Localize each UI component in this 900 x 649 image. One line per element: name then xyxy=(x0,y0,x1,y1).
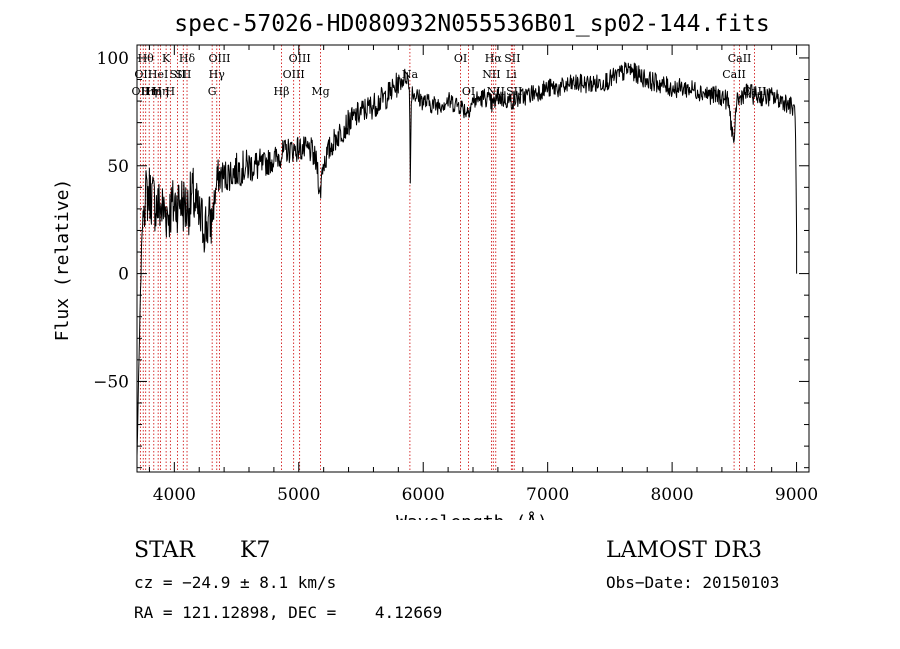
spectral-line-label: HeI xyxy=(148,68,168,81)
x-tick-label: 5000 xyxy=(277,485,320,505)
x-tick-label: 7000 xyxy=(526,485,569,505)
spectral-line-label: Hα xyxy=(485,52,503,65)
spectral-line-label: G xyxy=(208,85,217,98)
x-tick-labels: 4000 5000 6000 7000 8000 9000 xyxy=(153,485,818,505)
x-tick-label: 9000 xyxy=(775,485,818,505)
spectral-line-label: OIII xyxy=(289,52,311,65)
object-class: STAR xyxy=(134,538,195,563)
y-tick-labels: 100 50 0 −50 xyxy=(93,49,129,392)
plot-frame xyxy=(136,44,810,473)
spectral-line-label: OII xyxy=(132,85,150,98)
spectral-line-label: OI xyxy=(454,52,467,65)
spectral-line-labels: OIIOIIHθHηHηHeIHηKHSIISIIHδGHγOIIIHβOIII… xyxy=(132,52,767,98)
spectral-line-label: Hθ xyxy=(138,52,155,65)
spectral-line-label: OII xyxy=(134,68,152,81)
spectral-line-label: K xyxy=(162,52,171,65)
x-axis-title: Wavelength (Å) xyxy=(396,511,548,520)
x-tick-label: 6000 xyxy=(402,485,445,505)
chart-title: spec-57026-HD080932N055536B01_sp02-144.f… xyxy=(174,11,769,37)
redshift-cz: cz = −24.9 ± 8.1 km/s xyxy=(134,573,337,592)
y-axis-title: Flux (relative) xyxy=(52,179,73,342)
x-tick-label: 8000 xyxy=(650,485,693,505)
spectral-line-label: NII xyxy=(487,85,505,98)
spectrum-series xyxy=(136,61,798,456)
spectral-line-label: NII xyxy=(482,68,500,81)
obs-date: Obs−Date: 20150103 xyxy=(606,573,780,592)
spectral-line-label: Li xyxy=(506,68,517,81)
spectral-line-label: CaII xyxy=(722,68,746,81)
spectral-line-label: Hγ xyxy=(209,68,226,81)
y-tick-label: 100 xyxy=(97,49,129,69)
survey-name: LAMOST DR3 xyxy=(606,538,762,563)
spectral-line-label: Hη xyxy=(141,85,157,98)
ra-dec: RA = 121.12898, DEC = 4.12669 xyxy=(134,603,443,622)
spectral-line-label: H xyxy=(166,85,176,98)
y-tick-label: 50 xyxy=(107,157,129,177)
spectral-line-label: OIII xyxy=(208,52,230,65)
y-tick-label: −50 xyxy=(93,372,129,392)
spectrum-chart: spec-57026-HD080932N055536B01_sp02-144.f… xyxy=(52,11,818,520)
spectral-line-label: Hδ xyxy=(179,52,196,65)
spectral-line-label: OI xyxy=(462,85,475,98)
spectral-line-label: Hβ xyxy=(274,85,290,98)
spectral-line-label: CaII xyxy=(728,52,752,65)
spectral-line-label: Na xyxy=(402,68,419,81)
spectral-line-label: OIII xyxy=(283,68,305,81)
spectral-line-label: Hη xyxy=(152,85,168,98)
x-tick-label: 4000 xyxy=(153,485,196,505)
spectral-line-markers xyxy=(139,45,755,472)
spectral-line-label: SII xyxy=(169,68,185,81)
axis-ticks xyxy=(137,45,809,472)
spectral-line-label: SII xyxy=(504,52,520,65)
y-tick-label: 0 xyxy=(118,265,129,285)
spectrum-line xyxy=(136,61,798,456)
spectral-line-label: CaII xyxy=(743,85,767,98)
spectral-line-label: SII xyxy=(506,85,522,98)
spectral-line-label: SII xyxy=(175,68,191,81)
spectral-line-label: Mg xyxy=(311,85,329,98)
object-subclass: K7 xyxy=(240,538,271,563)
spectral-line-label: Hη xyxy=(146,85,162,98)
